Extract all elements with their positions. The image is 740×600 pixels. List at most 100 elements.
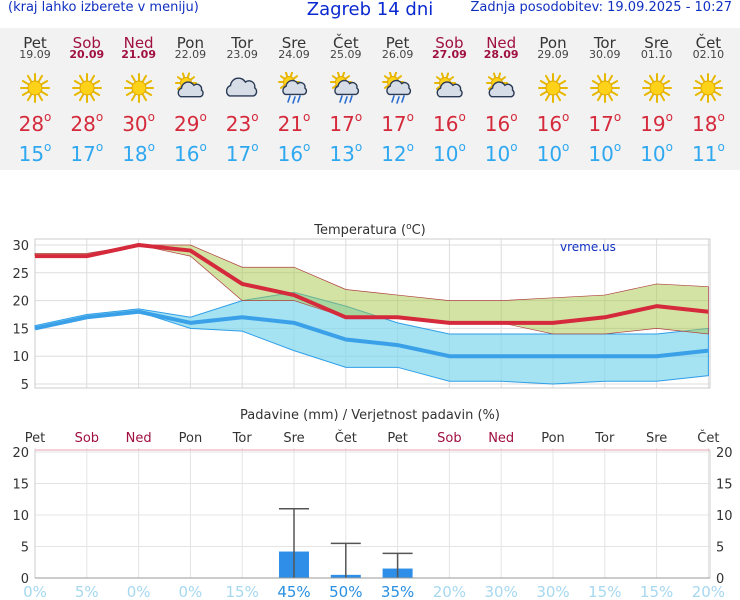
precip-probability-label: 15%: [588, 583, 621, 600]
precip-day-label: Čet: [697, 430, 719, 446]
forecast-day: Ned 21.09 30o 18o: [113, 28, 165, 170]
precip-probability-label: 20%: [433, 583, 466, 600]
sun-ray: [89, 93, 95, 102]
max-temp-value: 16: [536, 112, 563, 136]
max-temp-value: 23: [225, 112, 252, 136]
day-date: 01.10: [640, 48, 673, 61]
sun-ray: [143, 90, 152, 96]
min-temp-value: 10: [432, 142, 459, 166]
sun-ray: [27, 74, 33, 83]
day-date: 02.10: [692, 48, 725, 61]
sun-ray: [695, 80, 704, 86]
precip-day-label: Pet: [387, 431, 407, 446]
max-temp: 23o: [225, 110, 259, 136]
sun-ray: [710, 74, 717, 83]
min-temp: 16o: [173, 140, 207, 166]
weather-icon: [226, 77, 258, 97]
day-name: Čet: [695, 34, 722, 52]
max-temp-range-band: [34, 244, 709, 335]
partly-cloudy-icon: [434, 72, 464, 98]
weather-icon: [381, 72, 411, 104]
min-temp: 12o: [381, 140, 414, 166]
precip-probability-label: 15%: [640, 583, 673, 600]
min-temp: 16o: [277, 140, 311, 166]
precip-tick-label-left: 20: [12, 446, 29, 461]
min-temp: 17o: [70, 140, 104, 166]
last-updated: Zadnja posodobitev: 19.09.2025 - 10:27: [470, 0, 732, 15]
precipitation-chart: Padavine (mm) / Verjetnost padavin (%) Pe…: [12, 408, 732, 600]
max-temp: 17o: [588, 110, 622, 136]
min-temp-value: 17: [225, 142, 252, 166]
page-title: Zagreb 14 dni: [306, 0, 434, 20]
min-temp-value: 11: [691, 142, 718, 166]
sun-ray: [700, 93, 706, 102]
precip-day-label: Sob: [437, 431, 461, 446]
location-hint[interactable]: (kraj lahko izberete v meniju): [8, 0, 199, 15]
weather-icon: [641, 73, 672, 103]
min-temp-value: 16: [277, 142, 304, 166]
rain-drop: [395, 96, 400, 104]
max-temp: 16o: [536, 110, 570, 136]
precip-probability-label: 30%: [485, 583, 518, 600]
min-temp: 17o: [225, 140, 259, 166]
sun-icon: [71, 73, 102, 103]
partly-cloudy-icon: [486, 72, 515, 98]
sun-ray: [659, 74, 665, 83]
partly-cloudy-icon: [175, 72, 205, 98]
sun-icon: [589, 73, 620, 103]
forecast-day: Sre 24.09 21o 16o: [268, 28, 320, 170]
sun-ray: [545, 93, 551, 102]
sun-ray: [78, 93, 85, 102]
sun-ray: [596, 93, 603, 102]
precip-tick-label-right: 20: [716, 446, 733, 461]
day-name: Pet: [385, 34, 410, 52]
precip-day-label: Sre: [646, 431, 667, 446]
sun-ray: [130, 93, 137, 102]
min-temp: 13o: [329, 140, 363, 166]
sun-disc: [700, 80, 716, 96]
precip-day-label: Pon: [541, 431, 565, 446]
max-temp: 17o: [381, 110, 414, 136]
min-temp-value: 10: [588, 142, 614, 166]
sun-icon: [538, 73, 568, 103]
forecast-day: Sob 20.09 28o 17o: [61, 28, 113, 170]
precip-tick-label-left: 10: [12, 509, 29, 524]
weather-icon: [434, 72, 464, 98]
precip-tick-label-right: 0: [716, 572, 724, 587]
max-temp: 21o: [277, 110, 311, 136]
precip-tick-label-left: 15: [12, 478, 29, 493]
max-temp: 28o: [70, 110, 104, 136]
max-temp-value: 28: [18, 112, 45, 136]
day-name: Sre: [281, 34, 307, 52]
sun-ray: [695, 90, 704, 96]
sun-rain-icon: [329, 72, 359, 104]
sun-ray: [125, 90, 134, 96]
precip-probability-label: 20%: [692, 583, 725, 600]
sun-ray: [609, 80, 618, 86]
rain-drop: [287, 95, 291, 103]
max-temp-value: 16: [484, 112, 511, 136]
sun-ray: [539, 80, 548, 86]
min-temp: 10o: [536, 140, 570, 166]
day-name: Tor: [593, 34, 616, 52]
min-temp-value: 10: [640, 142, 666, 166]
sun-ray: [661, 80, 670, 86]
max-temp-value: 21: [277, 112, 304, 136]
max-temp-value: 18: [691, 112, 718, 136]
max-temp: 16o: [432, 110, 466, 136]
weather-icon: [20, 73, 50, 103]
sun-ray: [73, 90, 82, 96]
day-date: 21.09: [121, 48, 156, 61]
precip-probability-label: 35%: [381, 583, 414, 600]
forecast-day: Čet 02.10 18o 11o: [682, 28, 734, 170]
day-date: 19.09: [19, 48, 51, 61]
max-temp: 18o: [691, 110, 725, 136]
sun-icon: [693, 73, 724, 103]
forecast-day: Pon 29.09 16o 10o: [527, 28, 579, 170]
sun-disc: [649, 80, 665, 96]
max-temp-value: 30: [122, 112, 148, 136]
day-date: 29.09: [537, 48, 569, 61]
sun-ray: [545, 74, 551, 83]
day-date: 23.09: [226, 48, 258, 61]
